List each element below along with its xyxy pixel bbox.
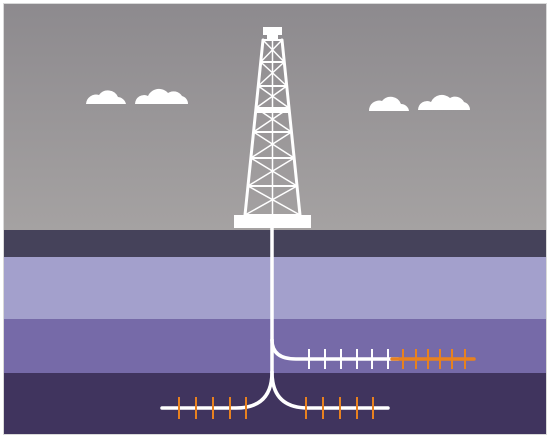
rig-platform (234, 215, 311, 228)
rig-crown (263, 27, 282, 35)
rig-diagonal (247, 157, 295, 187)
upper-rock-layer (4, 257, 546, 319)
middle-rock-layer (4, 319, 546, 373)
lower-right-fracture-ticks (305, 397, 374, 419)
rig-diagonal (260, 39, 283, 63)
rig-diagonal (250, 131, 292, 159)
cloud-right-large (418, 94, 471, 110)
upper-fracture-ticks-white (308, 349, 389, 369)
rig-monkey-board (255, 108, 290, 113)
rig-diagonal (260, 61, 288, 87)
rig-diagonal (262, 39, 285, 63)
cloud-right-small (368, 96, 409, 111)
surface-layer (4, 230, 546, 257)
rig-diagonal (257, 61, 285, 87)
upper-fracture-ticks-orange (402, 349, 466, 369)
rig-crown-cap (267, 35, 278, 40)
wellbore (160, 226, 400, 410)
lower-left-fracture-ticks (178, 397, 247, 419)
lower-lateral-right (270, 370, 390, 410)
cloud-left-large (135, 88, 189, 104)
rig-diagonal (247, 185, 301, 216)
rig-diagonal (244, 185, 298, 216)
rig-diagonal (255, 85, 288, 109)
frame-border (3, 3, 547, 435)
rig-diagonal (257, 85, 290, 109)
rig-diagonal (250, 157, 298, 187)
deep-rock-layer (4, 373, 546, 434)
drilling-rig (234, 27, 311, 228)
rig-diagonal (253, 131, 295, 159)
cloud-left-small (86, 90, 126, 104)
